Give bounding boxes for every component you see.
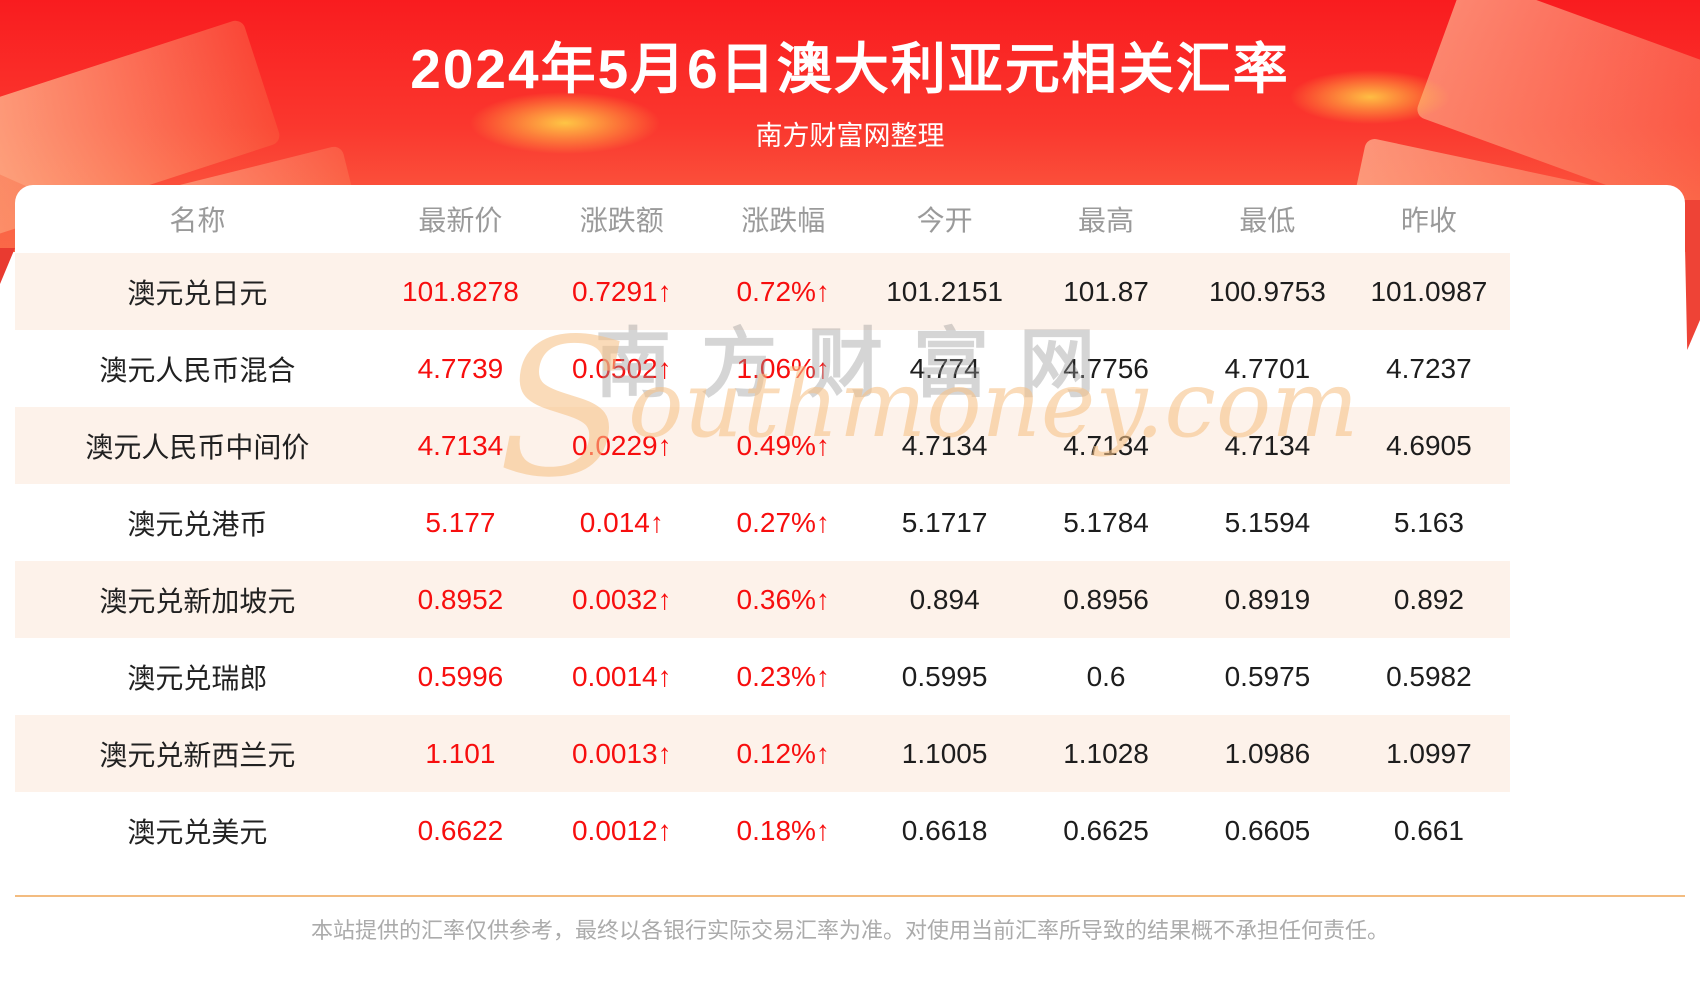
cell-prev_close: 0.661 — [1393, 814, 1464, 846]
table-header-row: 名称 最新价 涨跌额 涨跌幅 今开 最高 最低 昨收 — [15, 185, 1510, 253]
cell-prev_close: 4.7237 — [1386, 352, 1472, 384]
table-row: 澳元兑新加坡元 0.8952 0.0032↑ 0.36%↑ 0.894 0.8956 0.8… — [15, 561, 1510, 638]
disclaimer-text: 本站提供的汇率仅供参考，最终以各银行实际交易汇率为准。对使用当前汇率所导致的结果… — [310, 918, 1389, 943]
cell-open: 1.1005 — [901, 737, 988, 769]
cell-prev_close: 0.5982 — [1386, 660, 1472, 692]
cell-low: 1.0986 — [1224, 737, 1311, 769]
cell-high: 0.6 — [1086, 660, 1126, 692]
cell-name: 澳元兑港币 — [127, 508, 268, 540]
cell-prev_close: 5.163 — [1393, 506, 1464, 538]
cell-name: 澳元兑美元 — [127, 816, 268, 848]
cell-low: 0.8919 — [1224, 583, 1311, 615]
cell-prev_close: 4.6905 — [1386, 429, 1472, 461]
cell-latest: 0.5996 — [417, 660, 504, 692]
cell-latest: 5.177 — [425, 506, 496, 538]
cell-name: 澳元兑新加坡元 — [99, 585, 296, 617]
cell-change_pct: 0.49%↑ — [736, 429, 830, 461]
cell-latest: 0.8952 — [417, 583, 504, 615]
cell-high: 101.87 — [1063, 275, 1149, 307]
table-row: 澳元兑日元 101.8278 0.7291↑ 0.72%↑ 101.2151 101.87… — [15, 253, 1510, 330]
cell-open: 0.6618 — [901, 814, 988, 846]
red-ribbon-edge-left — [0, 248, 15, 284]
cell-low: 4.7134 — [1224, 429, 1311, 461]
cell-open: 4.7134 — [901, 429, 988, 461]
cell-low: 5.1594 — [1224, 506, 1311, 538]
column-header: 昨收 — [1400, 205, 1457, 236]
cell-change_pct: 0.18%↑ — [736, 814, 830, 846]
rates-card: 名称 最新价 涨跌额 涨跌幅 今开 最高 最低 昨收 澳元兑日元 101.8278 0.7291↑… — [15, 185, 1685, 1000]
exchange-rate-table: 名称 最新价 涨跌额 涨跌幅 今开 最高 最低 昨收 澳元兑日元 101.8278 0.7291↑… — [15, 185, 1510, 869]
gold-glow-decoration-icon — [470, 92, 660, 154]
cell-change_pct: 0.36%↑ — [736, 583, 830, 615]
cell-latest: 1.101 — [425, 737, 496, 769]
cell-high: 4.7134 — [1063, 429, 1149, 461]
cell-latest: 4.7134 — [417, 429, 504, 461]
cell-change: 0.0032↑ — [571, 583, 672, 615]
cell-open: 101.2151 — [886, 275, 1004, 307]
cell-change: 0.0013↑ — [571, 737, 672, 769]
cell-prev_close: 0.892 — [1393, 583, 1464, 615]
cell-name: 澳元兑新西兰元 — [99, 739, 296, 771]
cell-high: 4.7756 — [1063, 352, 1149, 384]
table-row: 澳元兑瑞郎 0.5996 0.0014↑ 0.23%↑ 0.5995 0.6 0.5975 0… — [15, 638, 1510, 715]
gold-glow-decoration-icon — [1290, 70, 1450, 124]
page-title: 2024年5月6日澳大利亚元相关汇率 — [410, 38, 1290, 100]
cell-change: 0.7291↑ — [571, 275, 672, 307]
cell-change_pct: 0.12%↑ — [736, 737, 830, 769]
cell-high: 0.6625 — [1063, 814, 1149, 846]
cell-change: 0.014↑ — [579, 506, 664, 538]
table-row: 澳元人民币中间价 4.7134 0.0229↑ 0.49%↑ 4.7134 4.7134 4… — [15, 407, 1510, 484]
cell-open: 0.894 — [909, 583, 980, 615]
cell-name: 澳元兑日元 — [127, 277, 268, 309]
cell-change: 0.0014↑ — [571, 660, 672, 692]
cell-high: 5.1784 — [1063, 506, 1149, 538]
cell-change_pct: 0.23%↑ — [736, 660, 830, 692]
table-row: 澳元人民币混合 4.7739 0.0502↑ 1.06%↑ 4.774 4.7756 4.7… — [15, 330, 1510, 407]
column-header: 最低 — [1239, 205, 1296, 236]
cell-change: 0.0012↑ — [571, 814, 672, 846]
cell-low: 0.5975 — [1224, 660, 1311, 692]
cell-name: 澳元人民币混合 — [99, 354, 296, 386]
cell-open: 4.774 — [909, 352, 980, 384]
column-header: 最高 — [1078, 205, 1135, 236]
column-header: 今开 — [916, 205, 973, 236]
column-header: 涨跌幅 — [741, 205, 826, 236]
cell-prev_close: 101.0987 — [1370, 275, 1488, 307]
cell-high: 1.1028 — [1063, 737, 1149, 769]
cell-change: 0.0229↑ — [571, 429, 672, 461]
cell-latest: 4.7739 — [417, 352, 504, 384]
cell-change: 0.0502↑ — [571, 352, 672, 384]
cell-name: 澳元人民币中间价 — [85, 431, 310, 463]
footer-divider — [15, 895, 1685, 897]
cell-change_pct: 1.06%↑ — [736, 352, 830, 384]
cell-latest: 101.8278 — [402, 275, 519, 307]
cell-low: 100.9753 — [1209, 275, 1326, 307]
column-header: 名称 — [169, 205, 226, 236]
cell-open: 0.5995 — [901, 660, 988, 692]
cell-high: 0.8956 — [1063, 583, 1149, 615]
cell-open: 5.1717 — [901, 506, 988, 538]
table-row: 澳元兑港币 5.177 0.014↑ 0.27%↑ 5.1717 5.1784 5.1594… — [15, 484, 1510, 561]
cell-change_pct: 0.72%↑ — [736, 275, 830, 307]
cell-name: 澳元兑瑞郎 — [127, 662, 268, 694]
cell-change_pct: 0.27%↑ — [736, 506, 830, 538]
table-row: 澳元兑新西兰元 1.101 0.0013↑ 0.12%↑ 1.1005 1.1028 1.0… — [15, 715, 1510, 792]
column-header: 最新价 — [418, 205, 503, 236]
cell-prev_close: 1.0997 — [1386, 737, 1472, 769]
table-row: 澳元兑美元 0.6622 0.0012↑ 0.18%↑ 0.6618 0.6625 0.66… — [15, 792, 1510, 869]
page-subtitle: 南方财富网整理 — [755, 121, 945, 151]
cell-latest: 0.6622 — [417, 814, 504, 846]
column-header: 涨跌额 — [579, 205, 664, 236]
red-ribbon-edge-right — [1684, 200, 1700, 350]
cell-low: 0.6605 — [1224, 814, 1311, 846]
cell-low: 4.7701 — [1224, 352, 1311, 384]
